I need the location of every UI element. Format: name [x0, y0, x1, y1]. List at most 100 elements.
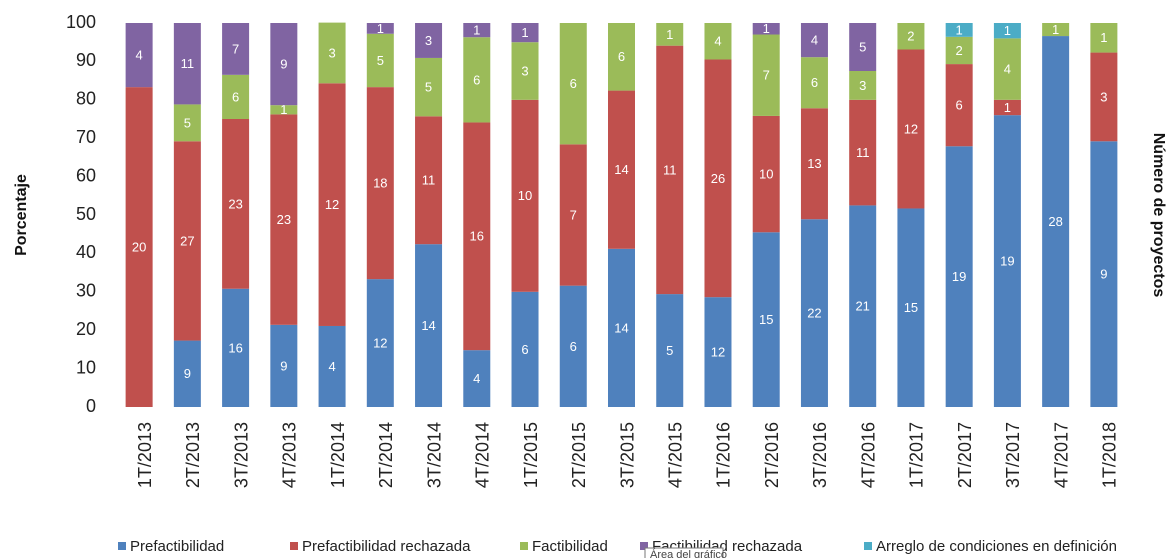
bar-segment [704, 297, 732, 407]
bar-segment [511, 291, 539, 407]
legend-swatch [290, 542, 298, 550]
bar-segment [656, 23, 684, 46]
bar-segment [945, 36, 973, 65]
y-tick-label: 20 [76, 319, 96, 339]
data-label: 3 [425, 33, 432, 48]
bar-segment [463, 122, 491, 351]
data-label: 4 [328, 359, 335, 374]
data-label: 6 [618, 49, 625, 64]
bar-segment [1090, 141, 1118, 407]
bar-segment [559, 285, 587, 407]
x-tick-label: 4T/2013 [280, 422, 300, 488]
y-axis-title: Porcentaje [13, 174, 30, 256]
data-label: 6 [811, 75, 818, 90]
bar-segment [945, 146, 973, 407]
bar-segment [849, 205, 877, 407]
x-tick-label: 4T/2014 [473, 422, 493, 488]
bar-segment [897, 49, 925, 209]
y-tick-label: 0 [86, 396, 96, 416]
data-label: 16 [470, 229, 484, 244]
y-tick-label: 100 [66, 12, 96, 32]
data-label: 23 [228, 196, 242, 211]
data-label: 18 [373, 176, 387, 191]
bar-segment [897, 208, 925, 407]
bar-segment [993, 23, 1021, 39]
bar-segment [415, 244, 443, 407]
bar-segment [945, 64, 973, 147]
bar-segment [222, 23, 250, 75]
bar-segment [318, 325, 346, 407]
data-label: 14 [614, 320, 628, 335]
bar-segment [752, 232, 780, 407]
data-label: 12 [373, 336, 387, 351]
data-label: 9 [280, 358, 287, 373]
legend-swatch [640, 542, 648, 550]
data-label: 7 [570, 207, 577, 222]
x-tick-label: 1T/2013 [135, 422, 155, 488]
data-label: 12 [904, 121, 918, 136]
bar-segment [608, 23, 635, 91]
data-label: 6 [570, 76, 577, 91]
bar-segment [656, 45, 684, 295]
bar-segment [511, 23, 539, 43]
bar-segment [1090, 52, 1118, 142]
data-label: 5 [859, 39, 866, 54]
y-tick-label: 50 [76, 204, 96, 224]
data-label: 9 [1100, 267, 1107, 282]
data-label: 4 [714, 34, 721, 49]
data-label: 6 [570, 339, 577, 354]
data-label: 14 [614, 162, 628, 177]
data-label: 19 [1000, 254, 1014, 269]
data-label: 6 [473, 72, 480, 87]
data-label: 11 [181, 56, 195, 71]
x-tick-label: 3T/2016 [810, 422, 830, 488]
legend-swatch [520, 542, 528, 550]
bar-segment [222, 74, 250, 119]
bar-segment [800, 219, 828, 407]
data-label: 5 [425, 80, 432, 95]
data-label: 2 [956, 43, 963, 58]
bar-segment [993, 99, 1021, 116]
bar-segment [366, 23, 394, 34]
bar-segment [897, 23, 925, 50]
data-label: 1 [1052, 22, 1059, 37]
data-label: 11 [856, 145, 870, 160]
x-tick-label: 1T/2015 [521, 422, 541, 488]
data-label: 12 [325, 197, 339, 212]
x-tick-label: 1T/2014 [328, 422, 348, 488]
bar-segment [945, 23, 973, 37]
bar-segment [125, 87, 153, 408]
y-tick-label: 60 [76, 165, 96, 185]
x-tick-label: 4T/2016 [858, 422, 878, 488]
bar-segment [1042, 23, 1070, 37]
data-label: 13 [807, 156, 821, 171]
bar-segment [270, 105, 298, 115]
x-tick-label: 2T/2017 [955, 422, 975, 488]
data-label: 1 [666, 27, 673, 42]
data-label: 1 [1004, 100, 1011, 115]
x-tick-label: 3T/2014 [424, 422, 444, 488]
data-label: 6 [956, 98, 963, 113]
data-label: 6 [521, 342, 528, 357]
bar-segment [849, 99, 877, 206]
tooltip: Área del gráfico [650, 548, 727, 558]
data-label: 1 [473, 23, 480, 38]
data-label: 20 [132, 240, 146, 255]
x-tick-label: 4T/2017 [1051, 422, 1071, 488]
data-label: 14 [421, 318, 435, 333]
data-label: 5 [184, 115, 191, 130]
y-tick-label: 30 [76, 281, 96, 301]
data-label: 6 [232, 89, 239, 104]
data-label: 4 [811, 33, 818, 48]
data-label: 16 [228, 340, 242, 355]
bar-segment [270, 324, 298, 407]
x-tick-label: 4T/2015 [665, 422, 685, 488]
bar-segment [463, 350, 491, 407]
data-label: 1 [1004, 23, 1011, 38]
bar-segment [318, 83, 346, 326]
x-tick-label: 3T/2015 [617, 422, 637, 488]
bar-segment [704, 23, 732, 60]
data-label: 3 [859, 78, 866, 93]
x-tick-label: 1T/2018 [1100, 422, 1120, 488]
